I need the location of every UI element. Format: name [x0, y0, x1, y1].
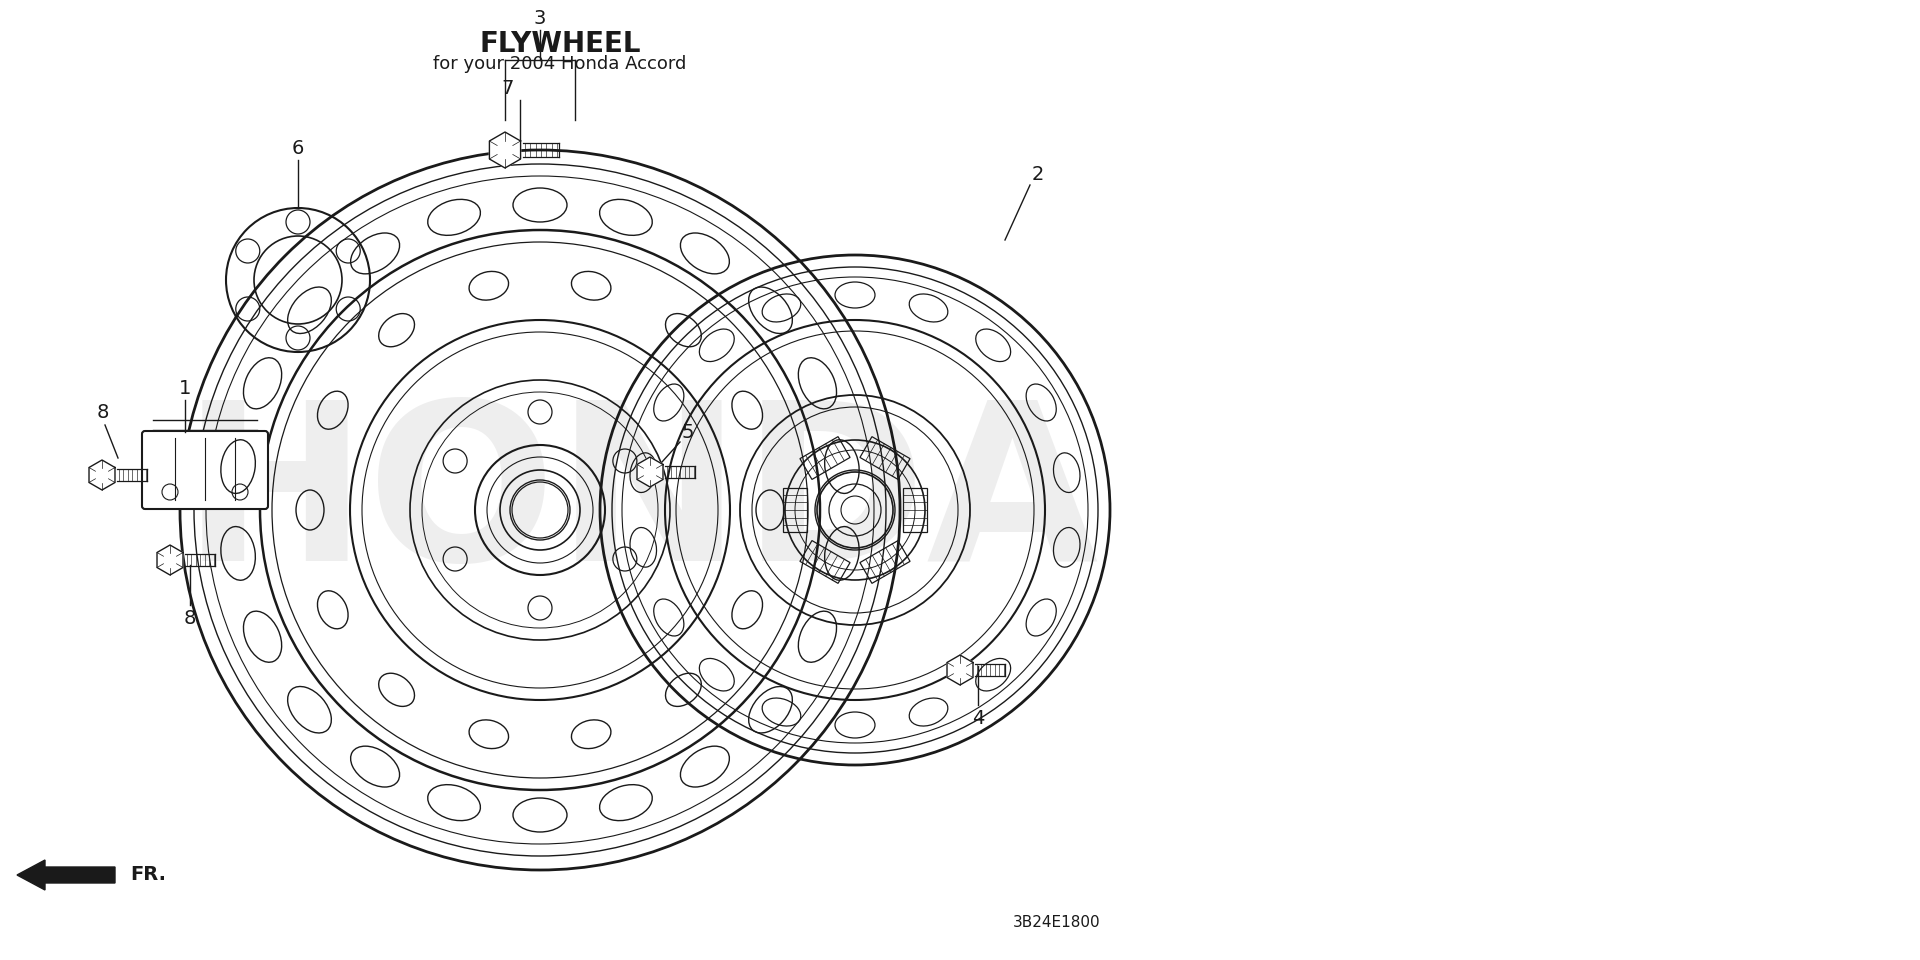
- Text: 1: 1: [179, 378, 192, 397]
- Text: 8: 8: [96, 402, 109, 421]
- Text: 3: 3: [534, 9, 545, 28]
- Polygon shape: [490, 132, 520, 168]
- Text: FLYWHEEL: FLYWHEEL: [480, 30, 641, 58]
- Polygon shape: [637, 457, 662, 487]
- Text: HONDA: HONDA: [180, 393, 1098, 607]
- Polygon shape: [157, 545, 182, 575]
- Text: 7: 7: [501, 79, 515, 98]
- Text: 2: 2: [1031, 164, 1044, 183]
- Polygon shape: [947, 655, 973, 685]
- Text: FR.: FR.: [131, 866, 165, 884]
- Text: 4: 4: [972, 708, 985, 728]
- Text: 5: 5: [682, 423, 695, 443]
- FancyBboxPatch shape: [142, 431, 269, 509]
- Text: 8: 8: [184, 609, 196, 628]
- Text: 3B24E1800: 3B24E1800: [1012, 915, 1100, 930]
- Text: for your 2004 Honda Accord: for your 2004 Honda Accord: [434, 55, 687, 73]
- Polygon shape: [88, 460, 115, 490]
- Text: 6: 6: [292, 138, 303, 157]
- FancyArrow shape: [17, 860, 115, 890]
